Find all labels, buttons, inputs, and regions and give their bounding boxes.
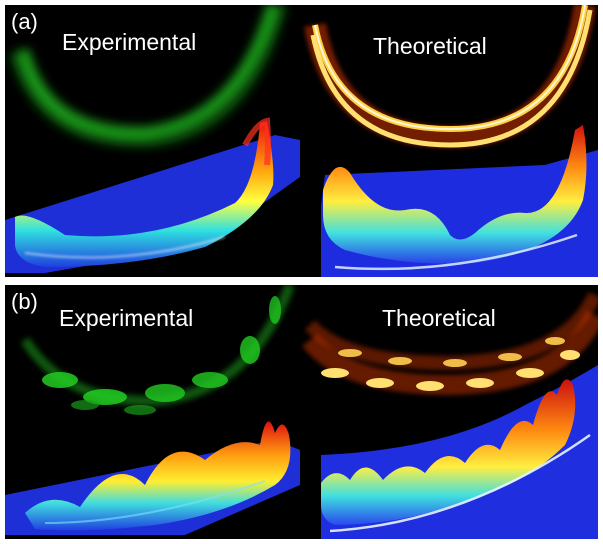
experimental-surface-b [5, 421, 300, 535]
experimental-ring-b [20, 285, 295, 415]
theoretical-ring-b [302, 291, 598, 396]
panel-a-label: (a) [11, 9, 38, 34]
experimental-surface-a [5, 117, 300, 273]
panel-a-graphics [5, 5, 598, 277]
theoretical-title-a: Theoretical [373, 33, 487, 59]
theoretical-ring-a [304, 5, 596, 149]
panel-b: (b) Experimental Theoretical [5, 285, 598, 539]
panel-b-graphics [5, 285, 598, 539]
experimental-title-a: Experimental [62, 29, 197, 55]
panel-b-label: (b) [11, 289, 38, 314]
experimental-title-b: Experimental [59, 305, 194, 331]
panel-a: (a) Experimental Theoretical [5, 5, 598, 277]
theoretical-surface-b [321, 365, 598, 539]
theoretical-surface-a [321, 125, 598, 277]
experimental-ring-a [9, 5, 287, 147]
theoretical-title-b: Theoretical [382, 305, 496, 331]
